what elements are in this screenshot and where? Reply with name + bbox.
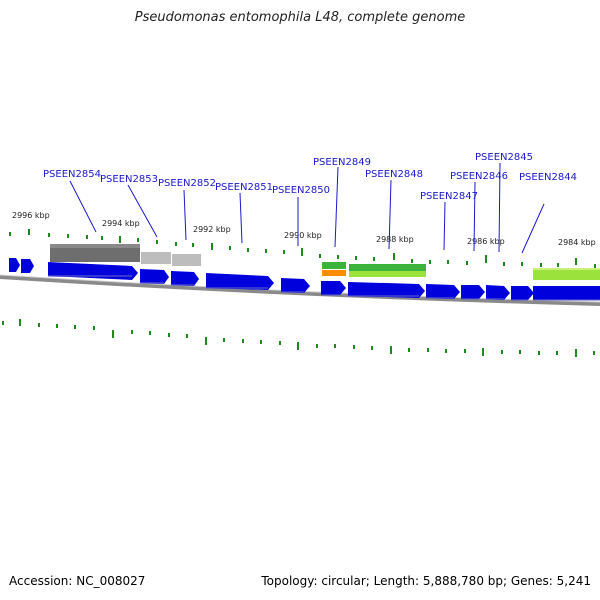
upper-scale-ticks: [9, 229, 596, 268]
lower-scale-ticks: [2, 319, 595, 357]
gene-arrow[interactable]: [21, 259, 34, 273]
gene-label[interactable]: PSEEN2848: [365, 169, 423, 180]
scale-label: 2986 kbp: [467, 237, 505, 246]
dark-gray-feature[interactable]: [50, 244, 140, 262]
dark-gray-feature-top: [50, 244, 140, 248]
map-title: Pseudomonas entomophila L48, complete ge…: [134, 10, 466, 25]
gene-label[interactable]: PSEEN2849: [313, 157, 371, 168]
gene-label[interactable]: PSEEN2853: [100, 174, 158, 185]
scale-label: 2994 kbp: [102, 219, 140, 228]
gene-label[interactable]: PSEEN2852: [158, 178, 216, 189]
gene-label[interactable]: PSEEN2844: [519, 172, 577, 183]
gene-label[interactable]: PSEEN2846: [450, 171, 508, 182]
gene-arrow[interactable]: [9, 258, 20, 272]
gene-label[interactable]: PSEEN2847: [420, 191, 478, 202]
lime-feature[interactable]: [533, 268, 600, 280]
scale-label: 2984 kbp: [558, 238, 596, 247]
gene-arrow[interactable]: [281, 278, 310, 293]
orange-feature[interactable]: [322, 270, 346, 276]
lime-feature-top: [533, 268, 600, 270]
gene-label[interactable]: PSEEN2854: [43, 169, 101, 180]
gene-track[interactable]: [9, 258, 600, 300]
accession-text: Accession: NC_008027: [9, 574, 146, 588]
light-gray-feature[interactable]: [141, 252, 171, 264]
genome-summary-text: Topology: circular; Length: 5,888,780 bp…: [261, 574, 591, 588]
gene-arrow[interactable]: [426, 284, 460, 299]
scale-label: 2992 kbp: [193, 225, 231, 234]
gene-arrow[interactable]: [461, 285, 485, 299]
scale-label: 2996 kbp: [12, 211, 50, 220]
gene-arrow[interactable]: [486, 285, 510, 300]
scale-label: 2988 kbp: [376, 235, 414, 244]
gene-arrow[interactable]: [48, 262, 138, 280]
gene-label[interactable]: PSEEN2850: [272, 185, 330, 196]
gene-arrow[interactable]: [348, 282, 425, 298]
gene-track-shadow: [48, 275, 600, 301]
label-leaders: [69, 162, 545, 254]
gene-labels[interactable]: PSEEN2854 PSEEN2853 PSEEN2852 PSEEN2851 …: [43, 152, 577, 202]
green-feature[interactable]: [349, 264, 426, 271]
gene-arrow[interactable]: [140, 269, 169, 284]
gene-arrow[interactable]: [533, 286, 600, 300]
gene-arrow[interactable]: [511, 286, 534, 300]
scale-labels: 2996 kbp 2994 kbp 2992 kbp 2990 kbp 2988…: [12, 211, 596, 247]
feature-tracks[interactable]: [50, 244, 600, 280]
gene-arrow[interactable]: [171, 271, 199, 286]
lime-feature[interactable]: [349, 271, 426, 277]
gene-arrow[interactable]: [206, 273, 274, 290]
gene-arrow[interactable]: [321, 281, 346, 295]
gene-label[interactable]: PSEEN2845: [475, 152, 533, 163]
light-gray-feature[interactable]: [172, 254, 201, 266]
scale-label: 2990 kbp: [284, 231, 322, 240]
genome-backbone: [0, 275, 600, 306]
gene-label[interactable]: PSEEN2851: [215, 182, 273, 193]
green-feature[interactable]: [322, 262, 346, 269]
